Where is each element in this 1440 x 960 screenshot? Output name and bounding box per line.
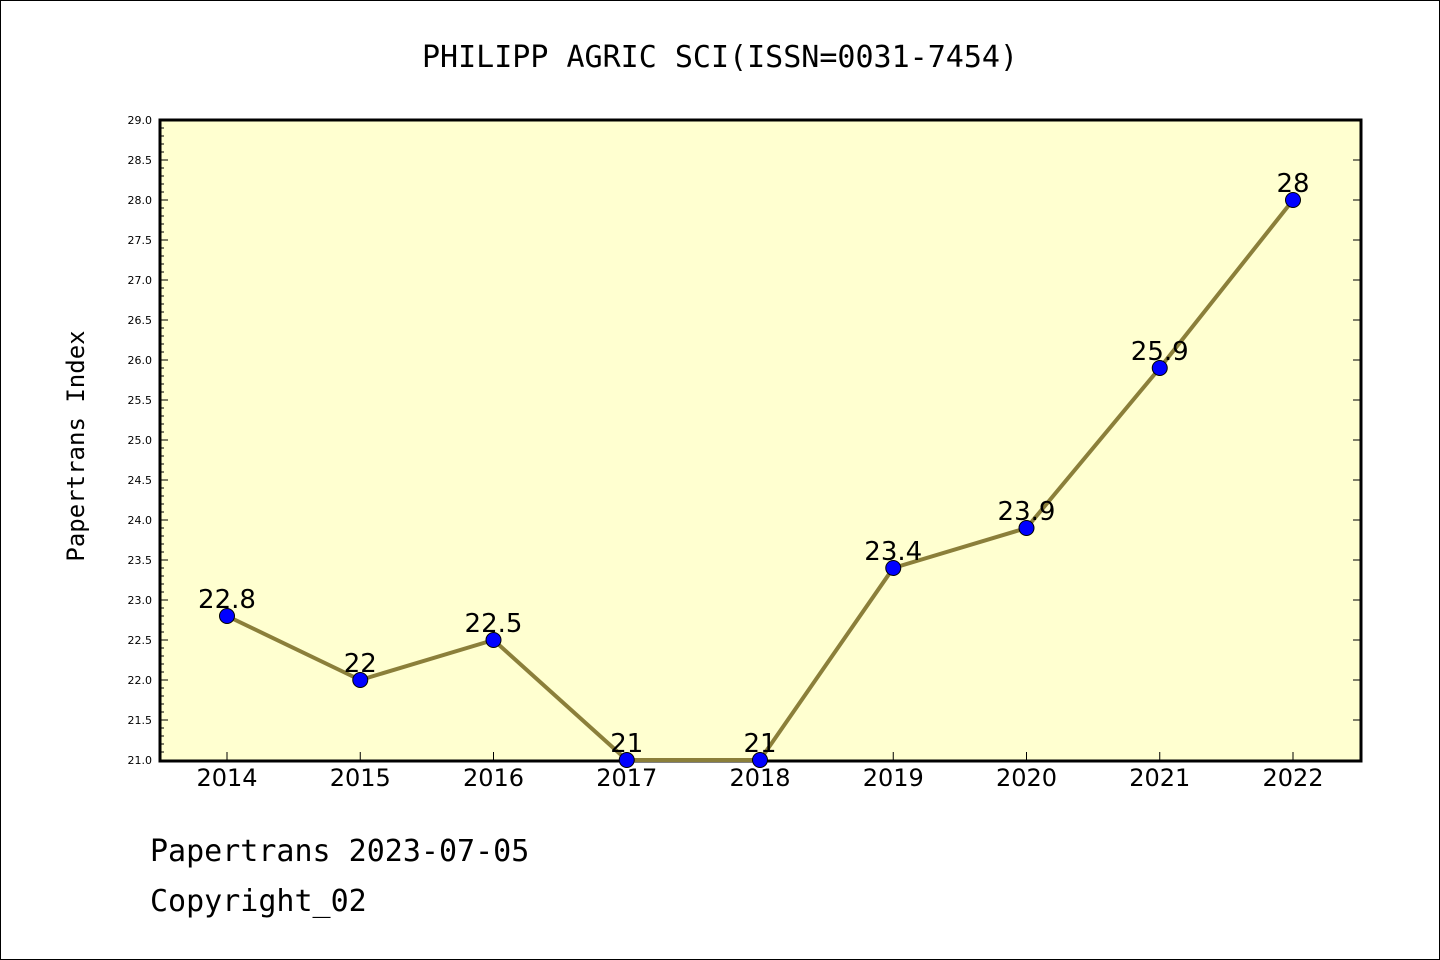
data-point bbox=[1151, 360, 1168, 376]
data-labels: 22.8 22 22.5 21 21 23.4 23.9 25.9 28 bbox=[198, 169, 1309, 759]
y-tick-label: 23.0 bbox=[128, 594, 153, 607]
x-tick-label: 2022 bbox=[1262, 764, 1323, 792]
y-tick-label: 23.5 bbox=[128, 554, 153, 567]
data-label: 22.5 bbox=[465, 609, 523, 639]
y-tick-label: 22.5 bbox=[128, 634, 153, 647]
y-tick-label: 21.0 bbox=[128, 754, 153, 767]
data-label: 23.9 bbox=[998, 497, 1056, 527]
y-tick-label: 24.5 bbox=[128, 474, 153, 487]
chart-title: PHILIPP AGRIC SCI(ISSN=0031-7454) bbox=[422, 40, 1018, 75]
footer-copyright: Copyright_02 bbox=[150, 884, 367, 919]
y-axis-ticks: 21.0 21.5 22.0 22.5 23.0 23.5 24.0 24.5 25.0 25.5… bbox=[128, 114, 1361, 767]
data-point bbox=[1018, 520, 1035, 536]
plot-area bbox=[158, 118, 1363, 763]
y-axis-label: Papertrans Index bbox=[62, 330, 90, 561]
data-point bbox=[1285, 192, 1301, 208]
data-label: 21 bbox=[610, 729, 643, 759]
y-tick-label: 25.0 bbox=[128, 434, 153, 447]
x-tick-label: 2018 bbox=[729, 764, 790, 792]
x-tick-label: 2017 bbox=[596, 764, 657, 792]
data-point bbox=[352, 672, 369, 688]
data-label: 22 bbox=[344, 649, 377, 679]
x-tick-label: 2016 bbox=[463, 764, 524, 792]
data-point bbox=[618, 752, 635, 768]
data-markers bbox=[219, 192, 1301, 768]
y-tick-label: 29.0 bbox=[128, 114, 153, 127]
data-point bbox=[752, 752, 768, 768]
data-point bbox=[219, 608, 235, 624]
y-tick-label: 26.0 bbox=[128, 354, 153, 367]
x-tick-label: 2020 bbox=[996, 764, 1057, 792]
y-tick-label: 28.5 bbox=[128, 154, 153, 167]
data-point bbox=[485, 632, 502, 648]
data-label: 21 bbox=[743, 729, 776, 759]
footer-date: Papertrans 2023-07-05 bbox=[150, 834, 530, 869]
y-tick-label: 27.0 bbox=[128, 274, 153, 287]
data-label: 23.4 bbox=[864, 537, 922, 567]
y-tick-label: 22.0 bbox=[128, 674, 153, 687]
data-label: 22.8 bbox=[198, 585, 256, 615]
y-tick-label: 25.5 bbox=[128, 394, 153, 407]
y-tick-label: 28.0 bbox=[128, 194, 153, 207]
data-label: 28 bbox=[1276, 169, 1309, 199]
x-tick-label: 2014 bbox=[196, 764, 257, 792]
data-label: 25.9 bbox=[1131, 337, 1189, 367]
x-tick-label: 2015 bbox=[330, 764, 391, 792]
x-tick-label: 2019 bbox=[863, 764, 924, 792]
y-tick-label: 26.5 bbox=[128, 314, 153, 327]
x-tick-label: 2021 bbox=[1129, 764, 1190, 792]
y-tick-label: 21.5 bbox=[128, 714, 153, 727]
y-tick-label: 24.0 bbox=[128, 514, 153, 527]
x-axis-ticks: 2014 2015 2016 2017 2018 2019 2020 2021 2022 bbox=[196, 752, 1324, 792]
data-point bbox=[885, 560, 902, 576]
y-tick-label: 27.5 bbox=[128, 234, 153, 247]
